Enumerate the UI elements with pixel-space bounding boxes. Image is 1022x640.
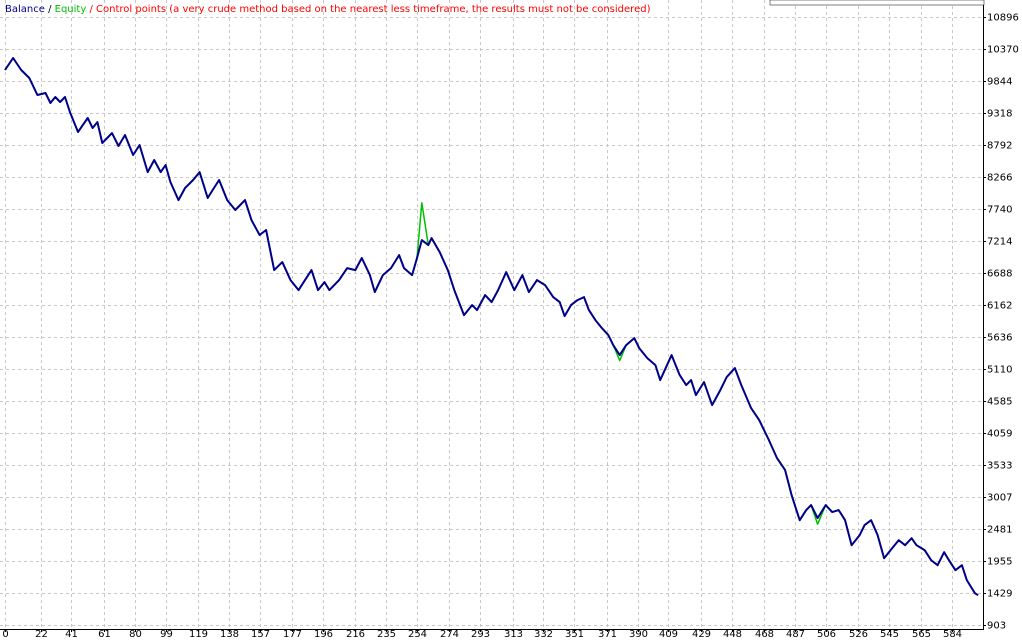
x-tick-label: 99 (160, 629, 173, 640)
x-tick-label: 61 (98, 629, 111, 640)
x-tick-label: 157 (251, 629, 270, 640)
series-line (4, 57, 979, 597)
x-tick-label: 526 (849, 629, 868, 640)
info-box (769, 0, 985, 6)
x-tick-label: 584 (943, 629, 962, 640)
y-tick-label: 5636 (987, 333, 1012, 344)
x-tick-label: 138 (220, 629, 239, 640)
legend-entry: Equity (55, 4, 87, 15)
y-tick-label: 2481 (987, 525, 1012, 536)
legend-note: Control points (a very crude method base… (96, 4, 651, 15)
x-tick-label: 506 (817, 629, 836, 640)
plot (4, 57, 979, 597)
y-tick-label: 8792 (987, 141, 1012, 152)
x-tick-label: 313 (504, 629, 523, 640)
y-tick-label: 9844 (987, 77, 1012, 88)
x-tick-label: 177 (283, 629, 302, 640)
y-tick-label: 6688 (987, 269, 1012, 280)
x-tick-label: 545 (880, 629, 899, 640)
x-tick-label: 468 (755, 629, 774, 640)
y-tick-label: 6162 (987, 301, 1012, 312)
x-tick-label: 22 (35, 629, 48, 640)
y-tick-label: 7740 (987, 205, 1012, 216)
y-tick-label: 8266 (987, 173, 1012, 184)
y-tick-label: 5110 (987, 365, 1012, 376)
y-tick-label: 4585 (987, 397, 1012, 408)
x-tick-label: 448 (723, 629, 742, 640)
grid (0, 0, 983, 629)
y-tick-label: 3007 (987, 493, 1012, 504)
x-tick-label: 351 (565, 629, 584, 640)
x-tick-label: 487 (786, 629, 805, 640)
y-tick-label: 10896 (987, 13, 1019, 24)
x-tick-label: 254 (408, 629, 427, 640)
x-tick-label: 332 (534, 629, 553, 640)
legend-separator: / (48, 4, 52, 15)
x-tick-label: 429 (692, 629, 711, 640)
y-tick-label: 1429 (987, 589, 1012, 600)
x-tick-label: 0 (2, 629, 8, 640)
y-tick-label: 903 (987, 621, 1006, 632)
x-tick-label: 409 (659, 629, 678, 640)
y-tick-label: 10370 (987, 45, 1019, 56)
x-tick-label: 196 (314, 629, 333, 640)
y-tick-label: 4059 (987, 429, 1012, 440)
x-tick-label: 41 (65, 629, 78, 640)
x-tick-label: 80 (129, 629, 142, 640)
legend-entry: Balance (5, 4, 45, 15)
x-tick-label: 371 (598, 629, 617, 640)
x-tick-label: 565 (912, 629, 931, 640)
y-tick-label: 7214 (987, 237, 1012, 248)
y-tick-label: 1955 (987, 557, 1012, 568)
legend: Balance / Equity / Control points (a ver… (5, 4, 651, 15)
x-tick-label: 216 (346, 629, 365, 640)
y-tick-label: 9318 (987, 109, 1012, 120)
y-tick-label: 3533 (987, 461, 1012, 472)
x-tick-label: 390 (629, 629, 648, 640)
x-tick-label: 293 (471, 629, 490, 640)
x-tick-label: 274 (440, 629, 459, 640)
x-tick-label: 119 (189, 629, 208, 640)
x-tick-label: 235 (377, 629, 396, 640)
legend-separator: / (89, 4, 93, 15)
